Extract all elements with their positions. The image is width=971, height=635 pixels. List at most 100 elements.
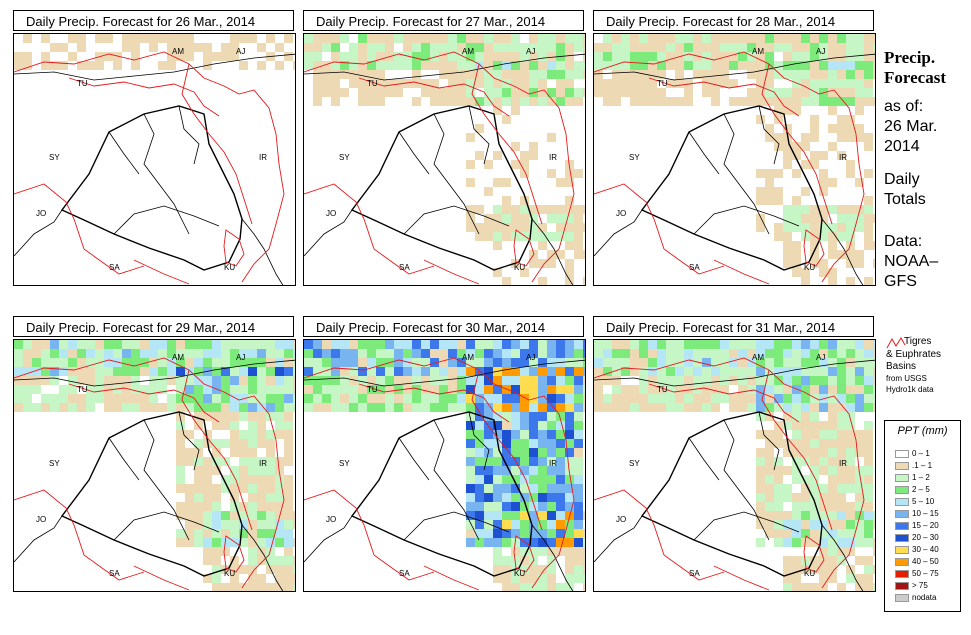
precip-cell: [702, 52, 711, 61]
precip-cell: [376, 70, 385, 79]
precip-cell: [439, 70, 448, 79]
precip-cell: [855, 367, 864, 376]
precip-cell: [792, 511, 801, 520]
precip-cell: [837, 538, 846, 547]
legend-class-row: 50 – 75: [895, 569, 939, 579]
precip-cell: [104, 349, 113, 358]
precip-cell: [158, 403, 167, 412]
precip-cell: [594, 385, 603, 394]
precip-cell: [529, 538, 538, 547]
precip-cell: [484, 475, 493, 484]
precip-cell: [412, 43, 421, 52]
map-panel-30mar: Daily Precip. Forecast for 30 Mar., 2014…: [303, 316, 586, 592]
precip-cell: [765, 475, 774, 484]
boundary-line: [594, 53, 875, 81]
precip-cell: [313, 340, 322, 349]
precip-cell: [819, 349, 828, 358]
precip-cell: [819, 367, 828, 376]
precip-cell: [565, 520, 574, 529]
precip-cell: [304, 403, 313, 412]
precip-cell: [511, 403, 520, 412]
precip-cell: [828, 421, 837, 430]
precip-cell: [810, 448, 819, 457]
precip-cell: [621, 61, 630, 70]
precip-cell: [783, 34, 792, 43]
precip-cell: [511, 520, 520, 529]
precip-cell: [448, 34, 457, 43]
precip-cell: [648, 97, 657, 106]
precip-cell: [457, 367, 466, 376]
precip-cell: [574, 43, 583, 52]
precip-cell: [828, 223, 837, 232]
country-label: JO: [326, 515, 336, 524]
precip-cell: [621, 349, 630, 358]
precip-cell: [313, 385, 322, 394]
precip-cell: [59, 403, 68, 412]
precip-cell: [475, 151, 484, 160]
precip-cell: [284, 394, 293, 403]
precip-cell: [466, 358, 475, 367]
legend-swatch: [895, 509, 909, 518]
precip-cell: [547, 358, 556, 367]
precip-cell: [765, 394, 774, 403]
precip-cell: [765, 412, 774, 421]
precip-cell: [502, 358, 511, 367]
precip-cell: [230, 349, 239, 358]
precip-cell: [583, 367, 585, 376]
precip-cell: [23, 52, 32, 61]
precip-cell: [59, 340, 68, 349]
precip-cell: [864, 277, 873, 285]
precip-cell: [14, 340, 23, 349]
precip-cell: [783, 520, 792, 529]
precip-cell: [783, 340, 792, 349]
precip-cell: [729, 367, 738, 376]
precip-cell: [837, 133, 846, 142]
precip-cell: [466, 88, 475, 97]
sidebar-data-line2: NOAA–: [884, 253, 939, 270]
precip-cell: [430, 43, 439, 52]
precip-cell: [583, 340, 585, 349]
precip-cell: [783, 241, 792, 250]
precip-cell: [873, 394, 875, 403]
precip-cell: [657, 358, 666, 367]
boundary-line: [113, 205, 220, 235]
precip-cell: [801, 160, 810, 169]
precip-cell: [756, 70, 765, 79]
precip-cell: [529, 97, 538, 106]
precip-cell: [846, 538, 855, 547]
precip-cell: [684, 88, 693, 97]
precip-cell: [603, 34, 612, 43]
precip-cell: [430, 349, 439, 358]
precip-cell: [284, 412, 293, 421]
country-label: SY: [629, 459, 640, 468]
precip-cell: [594, 367, 603, 376]
precip-cell: [657, 97, 666, 106]
panel-title: Daily Precip. Forecast for 31 Mar., 2014: [593, 316, 874, 337]
precip-cell: [185, 511, 194, 520]
precip-cell: [547, 385, 556, 394]
precip-cell: [565, 412, 574, 421]
precip-cell: [783, 349, 792, 358]
sidebar-asof-line3: 2014: [884, 138, 920, 155]
precip-cell: [248, 403, 257, 412]
precip-cell: [792, 223, 801, 232]
precip-cell: [322, 88, 331, 97]
precip-cell: [239, 448, 248, 457]
precip-cell: [756, 349, 765, 358]
precip-cell: [846, 79, 855, 88]
precip-cell: [529, 457, 538, 466]
precip-cell: [275, 484, 284, 493]
precip-cell: [657, 376, 666, 385]
precip-cell: [104, 385, 113, 394]
precip-cell: [529, 52, 538, 61]
precip-cell: [756, 34, 765, 43]
precip-cell: [313, 394, 322, 403]
precip-cell: [511, 205, 520, 214]
precip-cell: [176, 502, 185, 511]
precip-cell: [756, 430, 765, 439]
precip-cell: [176, 457, 185, 466]
precip-cell: [574, 439, 583, 448]
precip-cell: [502, 421, 511, 430]
precip-cell: [358, 394, 367, 403]
boundary-line: [758, 105, 780, 165]
